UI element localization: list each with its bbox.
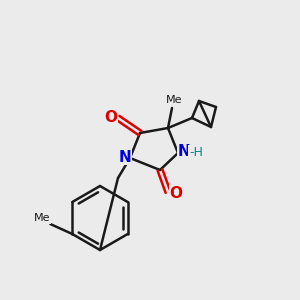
Text: Me: Me [34, 213, 50, 223]
Text: Me: Me [166, 95, 182, 105]
Text: N: N [118, 149, 131, 164]
Text: N: N [178, 145, 190, 160]
Text: O: O [169, 185, 182, 200]
Text: O: O [104, 110, 118, 124]
Text: -H: -H [189, 146, 203, 158]
